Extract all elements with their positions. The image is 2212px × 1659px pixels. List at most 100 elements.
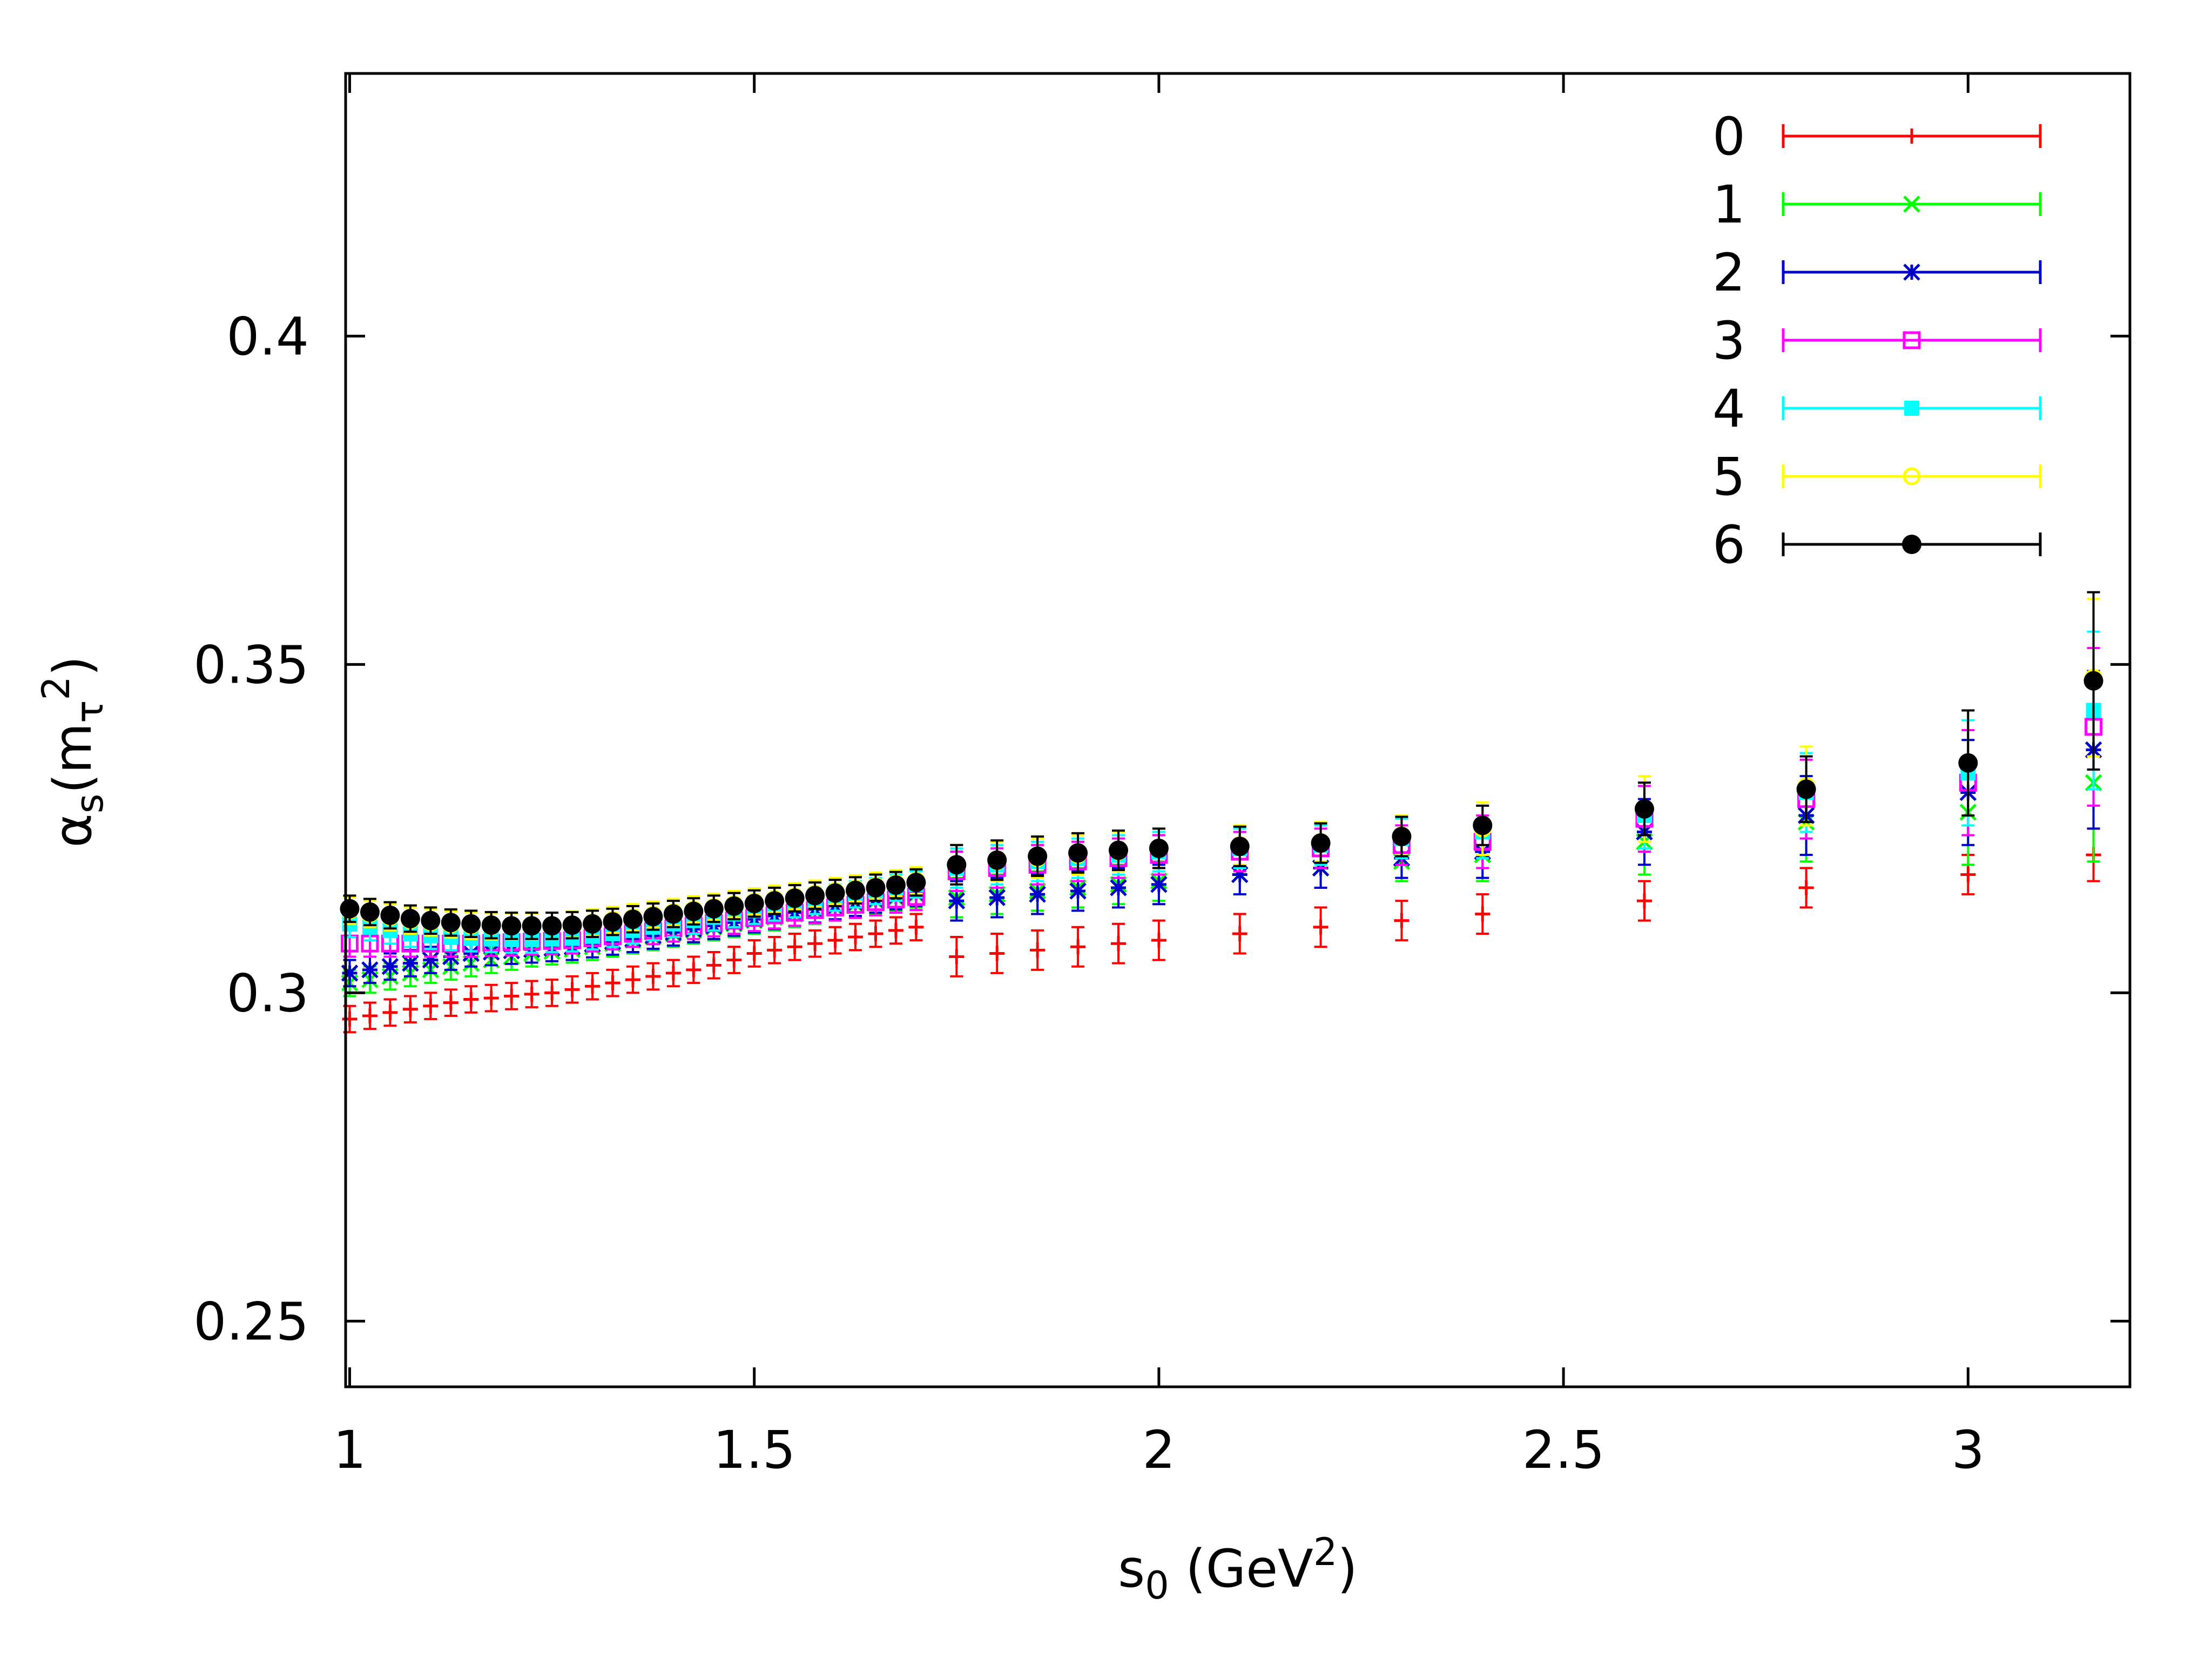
point-marker — [625, 972, 640, 988]
point-marker-shape — [643, 907, 663, 927]
legend-entry-5: 5 — [1712, 447, 2042, 507]
data-point — [625, 965, 640, 994]
legend-marker-shape — [1903, 264, 1920, 281]
point-marker-shape — [805, 886, 825, 906]
point-marker — [421, 911, 441, 930]
data-point — [1029, 873, 1046, 915]
point-marker-shape — [1069, 882, 1087, 900]
point-marker — [1313, 919, 1328, 935]
point-marker — [502, 916, 522, 936]
data-point — [1636, 880, 1652, 922]
data-point — [443, 988, 458, 1017]
data-point — [987, 839, 1007, 881]
point-marker-shape — [1029, 886, 1046, 903]
point-marker — [2083, 671, 2103, 691]
point-marker — [785, 888, 805, 908]
x-axis-label-close: ) — [1337, 1539, 1357, 1599]
point-marker-shape — [583, 914, 603, 934]
data-point — [663, 900, 683, 928]
point-marker-shape — [502, 916, 522, 936]
point-marker-shape — [564, 982, 580, 997]
point-marker-shape — [1231, 866, 1249, 884]
point-marker-shape — [362, 1008, 377, 1023]
data-point — [605, 968, 621, 997]
point-marker-shape — [1110, 879, 1127, 896]
data-point — [461, 909, 481, 939]
point-marker-shape — [2083, 671, 2103, 691]
legend-label: 3 — [1712, 311, 1745, 371]
point-marker — [1311, 833, 1331, 853]
legend-marker — [1903, 264, 1920, 281]
point-marker — [866, 878, 886, 898]
data-point — [1798, 867, 1814, 909]
point-marker-shape — [400, 908, 420, 928]
x-axis-label-open: (GeV — [1169, 1539, 1313, 1599]
data-point — [765, 886, 785, 915]
legend-label: 5 — [1712, 447, 1745, 507]
data-point — [502, 912, 522, 940]
x-tick-label: 2.5 — [1522, 1420, 1605, 1480]
legend-marker — [1902, 535, 1921, 554]
point-marker — [987, 850, 1007, 870]
data-point — [2083, 591, 2103, 771]
point-marker — [765, 891, 785, 911]
data-point — [888, 916, 903, 945]
point-marker — [1149, 838, 1169, 858]
data-point — [846, 876, 865, 905]
point-marker — [483, 990, 499, 1006]
point-marker-shape — [888, 922, 903, 938]
y-axis-label-sub2: τ — [68, 700, 112, 723]
point-marker-shape — [360, 902, 380, 922]
point-marker — [947, 855, 967, 875]
data-point — [1108, 830, 1128, 872]
point-marker — [805, 886, 825, 906]
point-marker-shape — [947, 855, 967, 875]
data-point — [906, 868, 926, 897]
point-marker-shape — [603, 912, 623, 932]
point-marker-shape — [1394, 913, 1410, 928]
y-axis-label-close: ) — [43, 656, 103, 676]
data-point — [564, 975, 580, 1004]
point-marker — [1232, 926, 1247, 941]
point-marker-shape — [908, 919, 924, 935]
point-marker — [1069, 882, 1087, 900]
point-marker — [380, 905, 400, 925]
point-marker — [360, 902, 380, 922]
data-point — [724, 892, 744, 921]
point-marker — [989, 946, 1005, 961]
point-marker-shape — [361, 961, 379, 979]
point-marker — [684, 901, 704, 921]
point-marker-shape — [1636, 893, 1652, 909]
point-marker — [340, 899, 360, 919]
point-marker-shape — [461, 914, 481, 934]
data-point — [1151, 919, 1166, 961]
point-marker — [827, 933, 843, 948]
point-marker-shape — [1110, 936, 1126, 952]
legend-entry-0: 0 — [1712, 106, 2042, 167]
point-marker-shape — [542, 916, 562, 936]
legend-marker-shape — [1904, 129, 1919, 144]
legend-line — [1782, 464, 2042, 488]
data-point — [1958, 709, 1978, 817]
data-point — [706, 951, 721, 980]
data-point — [1232, 913, 1247, 955]
point-marker — [1636, 893, 1652, 909]
point-marker-shape — [382, 1004, 398, 1020]
point-marker — [1151, 933, 1166, 948]
point-marker — [1798, 880, 1814, 895]
point-marker — [361, 961, 379, 979]
point-marker-shape — [381, 957, 399, 975]
point-marker-shape — [866, 878, 886, 898]
point-marker-shape — [1311, 833, 1331, 853]
point-marker — [1475, 906, 1491, 922]
data-point — [787, 932, 802, 961]
point-marker — [949, 949, 965, 965]
point-marker-shape — [1151, 933, 1166, 948]
point-marker-shape — [341, 965, 359, 982]
point-marker-shape — [848, 929, 863, 945]
data-point — [848, 922, 863, 952]
point-marker-shape — [585, 979, 601, 994]
point-marker-shape — [1960, 867, 1976, 882]
point-marker — [1230, 837, 1250, 857]
point-marker — [1110, 936, 1126, 952]
